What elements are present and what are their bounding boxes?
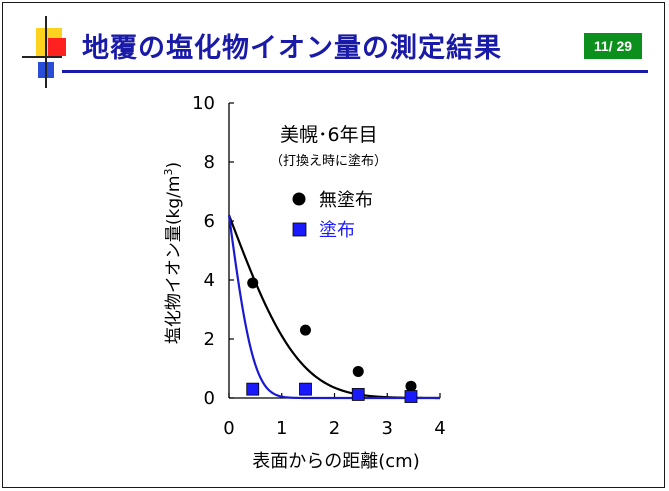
x-tick-label: 3	[382, 418, 393, 439]
page-number-badge: 11/ 29	[584, 33, 642, 59]
point-series-0	[405, 380, 417, 392]
decor-red-square	[48, 38, 66, 56]
y-tick-label: 2	[204, 329, 215, 350]
data-points	[246, 277, 418, 403]
y-tick-label: 8	[204, 152, 215, 173]
y-tick-label: 0	[204, 388, 215, 409]
point-series-0	[299, 324, 311, 336]
fit-curve-series-1	[227, 214, 440, 400]
x-tick-label: 4	[434, 418, 445, 439]
y-ticks: 0 2 4 6 8 10	[192, 93, 234, 409]
point-series-1	[246, 382, 260, 396]
x-axis-label: 表面からの距離(cm)	[252, 451, 419, 472]
slide-title: 地覆の塩化物イオン量の測定結果	[82, 33, 502, 64]
annotation-title: 美幌･6年目	[280, 124, 378, 146]
y-tick-label: 4	[204, 270, 215, 291]
decor-cross-horizontal	[22, 56, 62, 58]
x-tick-label: 0	[223, 418, 234, 439]
fitted-curves	[227, 214, 440, 400]
decor-cross-vertical	[45, 16, 47, 88]
fit-curve-series-0	[227, 214, 440, 400]
legend-marker-coated	[292, 222, 307, 237]
slide-header: 地覆の塩化物イオン量の測定結果 11/ 29	[0, 0, 669, 90]
point-series-1	[351, 388, 365, 401]
title-underline	[62, 70, 648, 73]
y-tick-label: 6	[204, 211, 215, 232]
point-series-1	[299, 382, 312, 396]
point-series-0	[247, 277, 259, 289]
point-series-1	[404, 390, 418, 403]
y-axis-label: 塩化物イオン量(kg/m3)	[162, 162, 184, 344]
legend-label-uncoated: 無塗布	[319, 189, 373, 211]
legend-marker-uncoated	[292, 192, 306, 206]
x-tick-label: 1	[276, 418, 287, 439]
point-series-0	[352, 365, 364, 377]
annotation-subtitle: （打換え時に塗布）	[270, 153, 387, 169]
y-tick-label: 10	[192, 93, 215, 114]
x-tick-label: 2	[329, 418, 340, 439]
legend-label-coated: 塗布	[319, 219, 355, 241]
